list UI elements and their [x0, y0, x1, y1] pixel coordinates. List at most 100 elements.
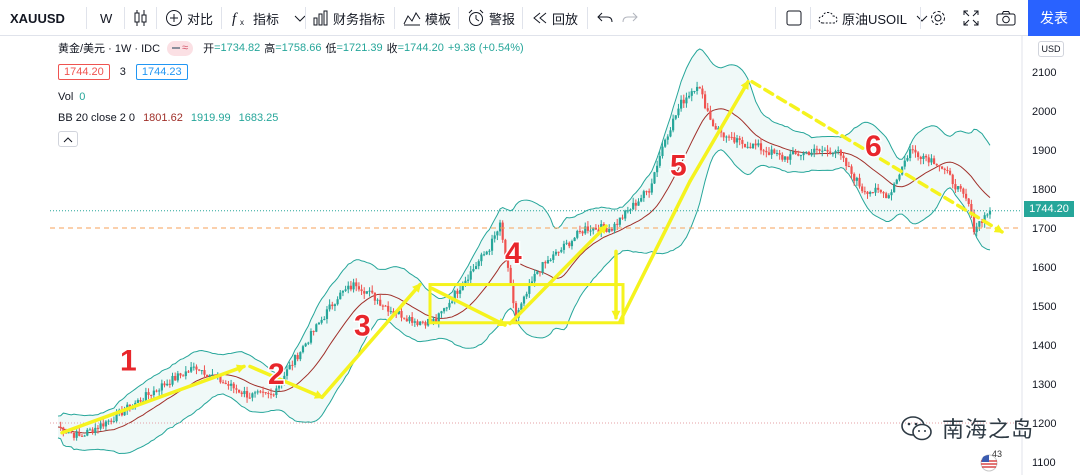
candle-body: [829, 151, 832, 154]
open-value: =1734.82: [214, 42, 261, 54]
candle-body: [304, 343, 307, 347]
replay-button[interactable]: 回放: [532, 0, 578, 36]
bollinger-band-fill: [58, 48, 990, 454]
candle-body: [435, 318, 438, 323]
legend-volume[interactable]: Vol 0: [58, 91, 85, 103]
legend-bollinger[interactable]: BB 20 close 2 0 1801.62 1919.99 1683.25: [58, 112, 278, 124]
candle-body: [850, 166, 853, 174]
template-icon: [403, 12, 421, 26]
compare-button[interactable]: 对比: [165, 0, 213, 36]
candle-body: [424, 322, 427, 326]
candle-body: [642, 191, 645, 199]
redo-button[interactable]: [622, 0, 638, 36]
chart-type-button[interactable]: [133, 0, 149, 36]
settings-button[interactable]: [929, 0, 947, 36]
candle-body: [240, 392, 243, 395]
candle-body: [751, 143, 755, 149]
candle-body: [693, 90, 696, 92]
candle-body: [283, 375, 286, 382]
candle-body: [166, 383, 169, 386]
wave-label: 2: [268, 358, 285, 391]
low-value: =1721.39: [336, 42, 383, 54]
candle-body: [506, 256, 510, 268]
minus-icon: [172, 47, 181, 49]
candle-body: [922, 155, 925, 159]
candle-body: [893, 183, 896, 193]
interval-button[interactable]: W: [100, 0, 112, 36]
candle-body: [437, 313, 440, 323]
current-price-label: 1744.20: [1024, 201, 1074, 217]
candle-body: [509, 267, 512, 284]
candle-body: [323, 318, 326, 320]
candle-body: [501, 222, 504, 240]
undo-button[interactable]: [597, 0, 613, 36]
candle-body: [568, 242, 571, 247]
candle-body: [562, 243, 566, 250]
candle-body: [917, 152, 920, 158]
candle-body: [280, 381, 283, 385]
candle-body: [626, 210, 629, 212]
candle-body: [645, 191, 648, 193]
candle-body: [243, 391, 246, 395]
plus-circle-icon: [166, 10, 182, 26]
high-label: 高: [264, 43, 276, 55]
price-tick-label: 1100: [1032, 457, 1056, 469]
candle-body: [174, 375, 177, 381]
candle-body: [160, 383, 163, 391]
price-tick-label: 2100: [1032, 67, 1056, 79]
candle-body: [267, 392, 270, 394]
candle-body: [389, 311, 392, 313]
collapse-legend-button[interactable]: [58, 131, 78, 147]
candle-body: [448, 302, 451, 308]
candle-body: [312, 331, 315, 333]
alert-button[interactable]: 警报: [467, 0, 515, 36]
candle-body: [187, 371, 190, 373]
candle-body: [408, 317, 411, 322]
high-value: =1758.66: [275, 42, 322, 54]
bollinger-lower-value: 1683.25: [238, 112, 279, 124]
templates-button[interactable]: 模板: [403, 0, 451, 36]
candle-body: [621, 217, 624, 219]
bollinger-fill: [58, 48, 990, 454]
wave-6-arrow: [750, 80, 1004, 234]
candle-body: [251, 393, 254, 398]
market-status-badge[interactable]: ≈: [167, 40, 194, 56]
candle-body: [397, 310, 400, 314]
candle-body: [592, 227, 595, 231]
candle-body: [773, 149, 776, 154]
candle-body: [544, 262, 547, 264]
candle-body: [634, 202, 637, 206]
candle-body: [413, 321, 416, 323]
candle-body: [839, 150, 842, 156]
candle-body: [743, 143, 747, 148]
symbol-search[interactable]: XAUUSD: [10, 0, 65, 36]
candle-body: [72, 432, 76, 438]
compare-symbol-button[interactable]: 原油USOIL: [818, 0, 929, 36]
gear-icon: [931, 11, 945, 25]
buy-price-button[interactable]: 1744.23: [135, 64, 188, 80]
candle-body: [245, 391, 249, 398]
fullscreen-button[interactable]: [962, 0, 980, 36]
candle-body: [802, 152, 805, 156]
candle-body: [687, 95, 691, 98]
candle-body: [440, 311, 443, 314]
candle-body: [746, 146, 749, 148]
snapshot-button[interactable]: [996, 0, 1016, 36]
currency-button[interactable]: USD: [1038, 41, 1064, 57]
candle-body: [522, 296, 526, 304]
candle-body: [714, 125, 717, 130]
bar-chart-icon: [313, 10, 328, 26]
financials-button[interactable]: 财务指标: [313, 0, 385, 36]
undo-icon: [597, 12, 613, 23]
candle-body: [845, 158, 848, 167]
candle-body: [680, 99, 683, 109]
candle-body: [232, 383, 235, 389]
publish-button[interactable]: 发表: [1028, 0, 1080, 36]
candle-body: [853, 173, 856, 181]
candle-body: [328, 304, 331, 310]
sell-price-button[interactable]: 1744.20: [58, 64, 110, 80]
fullscreen-checkbox[interactable]: [786, 0, 802, 36]
candle-body: [911, 149, 914, 151]
